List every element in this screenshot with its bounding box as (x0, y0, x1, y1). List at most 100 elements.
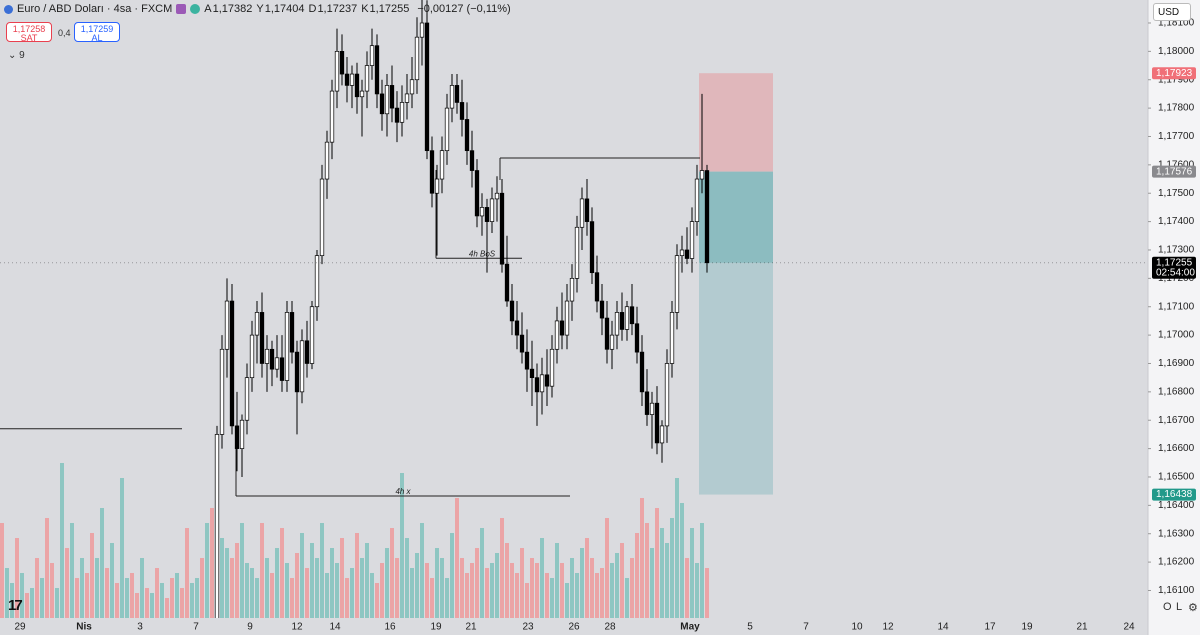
x-tick-label: 19 (430, 622, 442, 633)
candle-body (314, 255, 320, 308)
volume-bar (575, 573, 579, 618)
x-tick-label: 16 (384, 622, 396, 633)
y-tick-label: 1,16100 (1158, 585, 1195, 596)
candle-body (549, 348, 555, 387)
x-tick-label: 24 (1123, 622, 1135, 633)
y-tick-label: 1,16600 (1158, 443, 1195, 454)
candle-body (664, 363, 670, 427)
drawing-layer: 4h BoS 4h x (0, 157, 700, 497)
structure-label: 4h x (395, 487, 411, 496)
volume-bar (500, 518, 504, 618)
volume-bar (150, 593, 154, 618)
candle-body (524, 351, 530, 370)
y-tick-label: 1,17700 (1158, 131, 1195, 142)
x-tick-label: 9 (247, 622, 253, 633)
volume-bar (540, 538, 544, 618)
ohlc-key: Y (256, 3, 264, 15)
candle-body (224, 300, 230, 350)
volume-bar (15, 538, 19, 618)
y-tick-label: 1,16800 (1158, 386, 1195, 397)
candle-body (614, 312, 620, 336)
volume-bar (625, 578, 629, 618)
candle-body (484, 207, 490, 222)
x-tick-label: 14 (937, 622, 949, 633)
price-label-bg (1152, 488, 1196, 501)
volume-bar (180, 588, 184, 618)
volume-bar (680, 503, 684, 618)
volume-bar (115, 583, 119, 618)
volume-bar (565, 583, 569, 618)
volume-bar (600, 568, 604, 618)
x-tick-label: 14 (329, 622, 341, 633)
candle-body (599, 300, 605, 319)
log-toggle[interactable]: O (1163, 601, 1172, 613)
candle-body (654, 402, 660, 444)
volume-bar (195, 578, 199, 618)
candle-body (634, 323, 640, 353)
candle-body (379, 93, 385, 115)
volume-bar (415, 553, 419, 618)
volume-bar (5, 568, 9, 618)
x-tick-label: 12 (882, 622, 894, 633)
volume-bar (375, 583, 379, 618)
candle-body (234, 425, 240, 449)
candle-body (434, 178, 440, 194)
sell-button[interactable]: 1,17258 SAT (6, 22, 52, 43)
candle-body (544, 374, 550, 387)
candle-body (414, 36, 420, 81)
volume-bar (385, 548, 389, 618)
candle-body (264, 348, 270, 364)
candle-body (449, 85, 455, 109)
x-tick-label: 12 (291, 622, 303, 633)
flag-icon[interactable] (176, 4, 187, 14)
candle-body (479, 207, 485, 217)
settings[interactable]: ⚙ (1188, 602, 1198, 614)
volume-bar (355, 533, 359, 618)
volume-bar (550, 578, 554, 618)
scale-toggle[interactable]: L (1176, 601, 1183, 613)
volume-bar (0, 523, 4, 618)
candle-body (489, 198, 495, 222)
candle-body (219, 348, 225, 435)
volume-bar (410, 568, 414, 618)
candle-body (334, 51, 340, 92)
volume-bar (650, 548, 654, 618)
volume-bar (615, 553, 619, 618)
volume-bar (310, 543, 314, 618)
candle-body (469, 150, 475, 171)
candle-body (514, 320, 520, 336)
volume-bar (155, 568, 159, 618)
x-tick-label: 17 (984, 622, 996, 633)
volume-bar (315, 558, 319, 618)
candle-body (594, 272, 600, 302)
candle-body (554, 320, 560, 350)
buy-button[interactable]: 1,17259 AL (74, 22, 120, 43)
candle-body (669, 312, 675, 364)
candle-layer (214, 0, 710, 618)
currency-button[interactable]: USD (1153, 3, 1191, 21)
candle-body (439, 150, 445, 180)
volume-bar (125, 578, 129, 618)
indicators-toggle[interactable]: ⌄ 9 (8, 50, 25, 61)
volume-bar (640, 498, 644, 618)
volume-bar (585, 538, 589, 618)
candle-body (589, 221, 595, 274)
candle-body (284, 312, 290, 381)
ohlc-value: 1,17255 (369, 3, 410, 15)
stop-zone (699, 73, 773, 172)
volume-bar (120, 478, 124, 618)
volume-bar (280, 528, 284, 618)
volume-bar (445, 578, 449, 618)
candle-body (419, 22, 425, 38)
symbol[interactable]: Euro / ABD Doları · 4sa · FXCM (17, 3, 173, 15)
volume-bar (245, 563, 249, 618)
candle-body (344, 73, 350, 86)
volume-bar (20, 573, 24, 618)
volume-bar (300, 533, 304, 618)
volume-bar (590, 558, 594, 618)
ohlc-value: 1,17382 (212, 3, 253, 15)
candle-body (394, 107, 400, 123)
candle-body (279, 357, 285, 381)
volume-bar (535, 563, 539, 618)
